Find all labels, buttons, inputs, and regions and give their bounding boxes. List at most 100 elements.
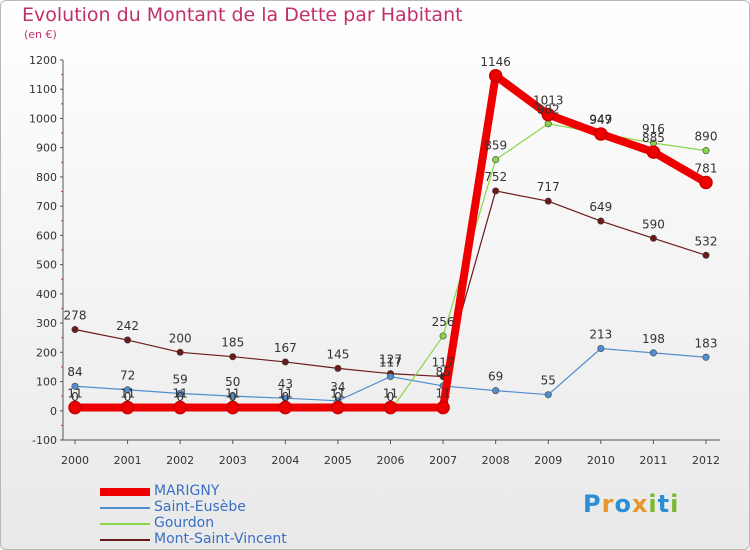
data-point-mont-saint-vincent	[492, 187, 500, 195]
y-tick-label: 200	[36, 346, 57, 359]
y-tick-label: 400	[36, 288, 57, 301]
data-point-marigny	[646, 145, 661, 159]
data-point-saint-eusebe	[229, 392, 237, 400]
data-label-marigny: 947	[589, 113, 612, 127]
data-point-mont-saint-vincent	[702, 251, 710, 259]
data-label-mont-saint-vincent: 649	[589, 200, 612, 214]
data-point-saint-eusebe	[649, 349, 657, 357]
x-tick-label: 2007	[429, 454, 457, 467]
data-label-marigny: 11	[330, 387, 345, 401]
x-tick-label: 2000	[61, 454, 89, 467]
y-tick-label: 900	[36, 142, 57, 155]
data-point-saint-eusebe	[71, 382, 79, 390]
x-tick-label: 2011	[639, 454, 667, 467]
y-tick-label: 1200	[29, 54, 57, 67]
data-label-saint-eusebe: 72	[120, 369, 135, 383]
data-label-gourdon: 0	[229, 390, 237, 404]
data-label-marigny: 885	[642, 131, 665, 145]
data-label-saint-eusebe: 117	[379, 356, 402, 370]
legend-label: Mont-Saint-Vincent	[154, 531, 287, 547]
data-point-marigny	[278, 400, 293, 415]
data-label-mont-saint-vincent: 127	[379, 353, 402, 367]
data-point-mont-saint-vincent	[649, 234, 657, 242]
logo-letter: i	[670, 490, 680, 518]
data-point-saint-eusebe	[176, 390, 184, 398]
logo-letter: i	[648, 490, 658, 518]
data-point-saint-eusebe	[702, 353, 710, 361]
x-tick-label: 2009	[534, 454, 562, 467]
logo-letter: o	[614, 490, 632, 518]
data-label-gourdon: 949	[589, 112, 612, 126]
y-tick-label: 1100	[29, 83, 57, 96]
data-point-gourdon	[544, 120, 552, 128]
data-label-saint-eusebe: 85	[435, 365, 450, 379]
data-label-mont-saint-vincent: 117	[432, 356, 455, 370]
legend: MARIGNY Saint-Eusèbe Gourdon Mont-Saint-Vin…	[100, 483, 360, 548]
data-label-gourdon: 0	[176, 390, 184, 404]
data-point-saint-eusebe	[386, 373, 394, 381]
y-tick-label: 0	[50, 405, 57, 418]
logo-letter: x	[631, 490, 649, 518]
y-tick-label: 600	[36, 229, 57, 242]
data-point-saint-eusebe	[544, 391, 552, 399]
data-point-marigny	[541, 107, 555, 122]
data-point-marigny	[383, 400, 398, 415]
x-tick-label: 2012	[692, 454, 720, 467]
data-label-mont-saint-vincent: 717	[537, 180, 560, 194]
data-point-marigny	[173, 400, 187, 415]
data-label-mont-saint-vincent: 590	[642, 217, 665, 231]
data-label-marigny: 11	[278, 387, 293, 401]
data-label-saint-eusebe: 213	[589, 328, 612, 342]
x-tick-label: 2010	[587, 454, 615, 467]
axes: -100010020030040050060070080090010001100…	[29, 54, 720, 467]
x-tick-label: 2005	[324, 454, 352, 467]
data-label-mont-saint-vincent: 278	[64, 309, 87, 323]
legend-swatch	[100, 488, 150, 496]
data-label-mont-saint-vincent: 185	[221, 336, 244, 350]
y-tick-label: 1000	[29, 112, 57, 125]
y-tick-label: 800	[36, 171, 57, 184]
data-point-mont-saint-vincent	[281, 358, 289, 366]
data-point-marigny	[331, 400, 345, 415]
data-label-marigny: 11	[383, 387, 398, 401]
data-label-marigny: 1013	[533, 94, 564, 108]
data-label-saint-eusebe: 84	[67, 365, 82, 379]
chart-title: Evolution du Montant de la Dette par Hab…	[22, 4, 463, 26]
data-label-gourdon: 0	[282, 390, 290, 404]
data-point-mont-saint-vincent	[71, 326, 79, 334]
x-tick-label: 2002	[166, 454, 194, 467]
data-point-marigny	[226, 400, 240, 415]
data-point-marigny	[699, 175, 713, 190]
y-tick-label: 500	[36, 259, 57, 272]
data-label-mont-saint-vincent: 752	[484, 170, 507, 184]
data-label-saint-eusebe: 43	[278, 377, 293, 391]
data-point-marigny	[488, 69, 503, 83]
data-label-saint-eusebe: 198	[642, 332, 665, 346]
legend-swatch	[100, 523, 150, 525]
data-point-gourdon	[702, 147, 710, 155]
x-tick-label: 2006	[377, 454, 405, 467]
legend-swatch	[100, 507, 150, 509]
data-label-marigny: 11	[67, 387, 82, 401]
y-tick-label: -100	[32, 434, 57, 447]
data-label-saint-eusebe: 183	[695, 336, 718, 350]
data-label-saint-eusebe: 50	[225, 375, 240, 389]
data-point-marigny	[436, 400, 450, 415]
data-label-mont-saint-vincent: 532	[695, 234, 718, 248]
data-point-mont-saint-vincent	[334, 364, 342, 372]
x-tick-label: 2004	[271, 454, 299, 467]
legend-label: Gourdon	[154, 515, 215, 531]
data-label-saint-eusebe: 34	[330, 380, 345, 394]
data-point-gourdon	[492, 156, 500, 164]
data-label-marigny: 1146	[480, 55, 511, 69]
data-label-gourdon: 0	[71, 390, 79, 404]
logo-letter: r	[601, 490, 615, 518]
data-point-gourdon	[439, 332, 447, 340]
data-point-mont-saint-vincent	[176, 348, 184, 356]
proxiti-logo: Proxiti	[583, 490, 679, 518]
data-label-gourdon: 982	[537, 103, 560, 117]
data-label-mont-saint-vincent: 200	[169, 331, 192, 345]
